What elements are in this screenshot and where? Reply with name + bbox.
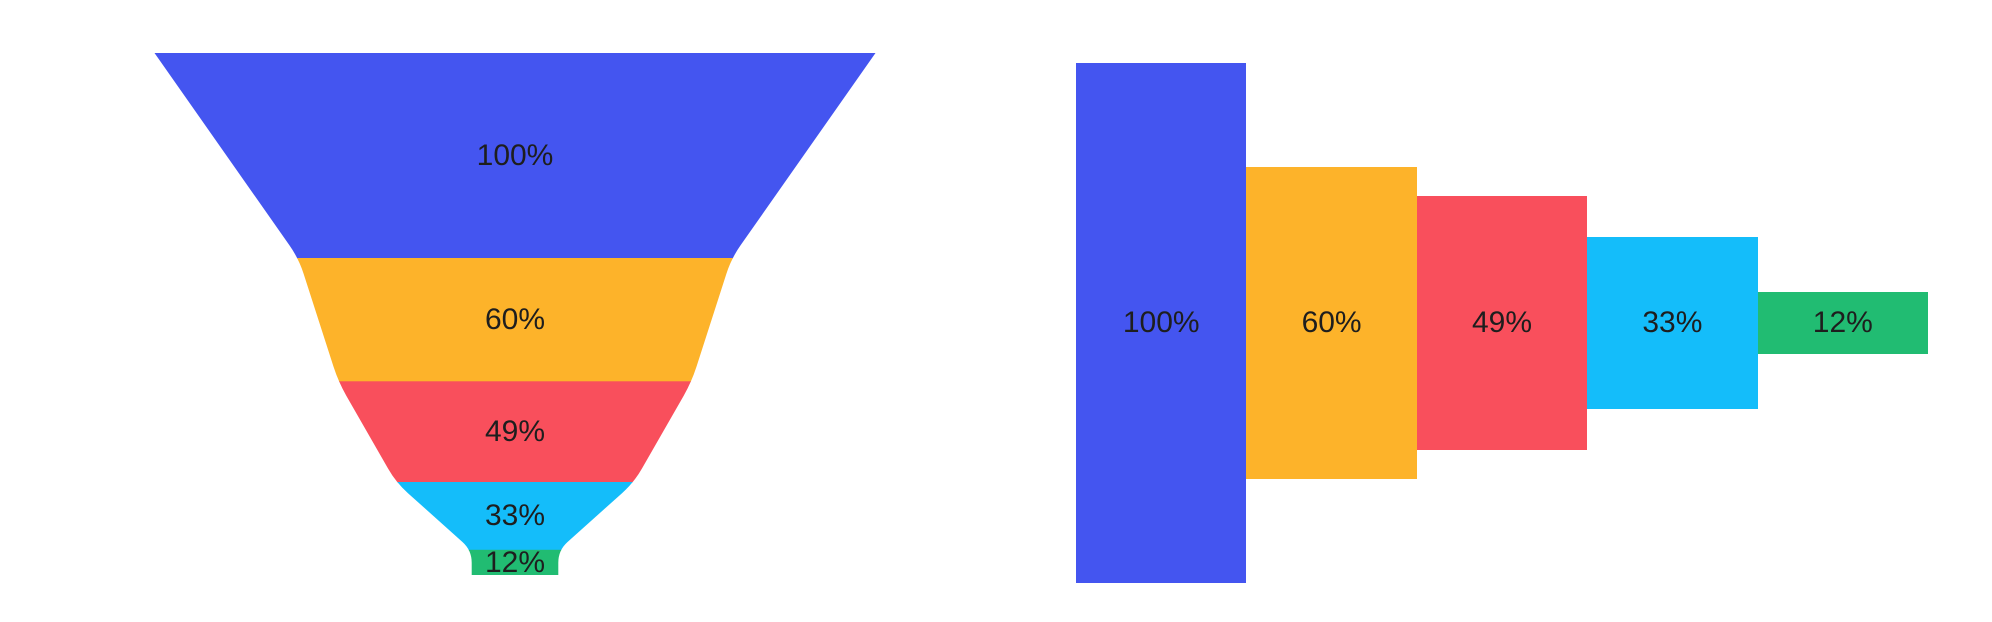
funnel-bar-label: 33% bbox=[1642, 305, 1703, 339]
funnel-bar-label: 60% bbox=[1301, 306, 1362, 339]
funnel-bar-33[interactable]: 33% bbox=[1587, 237, 1758, 409]
funnel-bar-49[interactable]: 49% bbox=[1416, 195, 1588, 451]
funnel-bar-100[interactable]: 100% bbox=[1076, 63, 1247, 583]
funnel-bar-60[interactable]: 60% bbox=[1246, 167, 1417, 479]
funnel-bar-label: 49% bbox=[1471, 305, 1533, 339]
funnel-bar-12[interactable]: 12% bbox=[1757, 291, 1928, 355]
funnel-bar-label: 100% bbox=[1122, 306, 1200, 339]
funnel-bar-label: 12% bbox=[1812, 305, 1873, 339]
